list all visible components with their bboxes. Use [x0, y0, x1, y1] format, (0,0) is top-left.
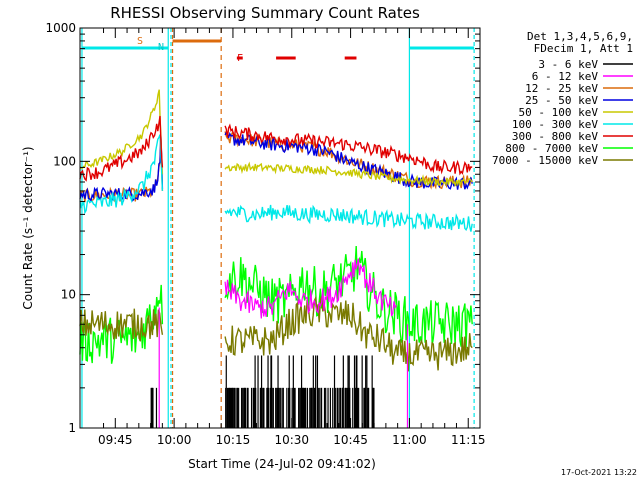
axes-group: 1 10 100 1000 09:45 10:00 10:15 10:30 10:45 11:00… — [45, 21, 485, 447]
series-300-800-kev — [79, 115, 473, 182]
series-line — [79, 115, 164, 182]
annotation-n: N — [158, 42, 164, 53]
y-tick-label: 10 — [61, 288, 76, 302]
series-line — [79, 308, 164, 342]
annotation-f: F — [237, 53, 243, 64]
footer-date: 17-Oct-2021 13:22 — [561, 468, 637, 477]
chart-title: RHESSI Observing Summary Count Rates — [110, 4, 420, 22]
y-axis-label: Count Rate (s⁻¹ detector⁻¹) — [21, 146, 35, 309]
x-tick-label: 09:45 — [98, 433, 133, 447]
legend-entry-label: 800 - 7000 keV — [505, 142, 598, 155]
legend: Det 1,3,4,5,6,9,FDecim 1, Att 1 3 - 6 keV… — [492, 30, 633, 167]
x-tick-label: 10:45 — [333, 433, 368, 447]
series-line — [224, 131, 473, 190]
x-tick-label: 11:00 — [392, 433, 427, 447]
series-line — [224, 295, 473, 372]
legend-entry-label: 6 - 12 keV — [532, 70, 599, 83]
annotation-s: S — [137, 36, 143, 47]
legend-entry-label: 3 - 6 keV — [538, 58, 598, 71]
series-line — [79, 134, 164, 215]
y-tick-label: 100 — [53, 154, 76, 168]
legend-entry-label: 12 - 25 keV — [525, 82, 598, 95]
legend-header-line: FDecim 1, Att 1 — [534, 42, 633, 55]
y-tick-label: 1 — [68, 421, 76, 435]
series-7000-15000-kev — [79, 295, 473, 372]
legend-entry-label: 7000 - 15000 keV — [492, 154, 598, 167]
series-line — [224, 204, 473, 232]
series-line — [224, 161, 473, 187]
series-line — [224, 123, 473, 176]
series-line — [79, 133, 164, 203]
night-saa-bands: S N F — [81, 28, 475, 428]
x-tick-label: 10:30 — [274, 433, 309, 447]
x-tick-label: 11:15 — [451, 433, 486, 447]
y-tick-label: 1000 — [45, 21, 76, 35]
x-tick-label: 10:15 — [216, 433, 251, 447]
series-line — [224, 258, 397, 319]
series-line — [224, 245, 473, 348]
series-6-12-kev-visible — [224, 258, 397, 319]
x-axis-label: Start Time (24-Jul-02 09:41:02) — [188, 457, 376, 471]
series-line — [79, 89, 164, 175]
series-100-300-kev — [79, 134, 473, 232]
legend-header-line: Det 1,3,4,5,6,9, — [527, 30, 633, 43]
series-50-100-kev — [79, 89, 473, 187]
legend-entry-label: 25 - 50 keV — [525, 94, 598, 107]
x-tick-label: 10:00 — [157, 433, 192, 447]
series-group — [79, 89, 473, 428]
legend-entry-label: 100 - 300 keV — [512, 118, 598, 131]
legend-entry-label: 50 - 100 keV — [519, 106, 599, 119]
low-count-spikes — [150, 307, 409, 428]
legend-entry-label: 300 - 800 keV — [512, 130, 598, 143]
